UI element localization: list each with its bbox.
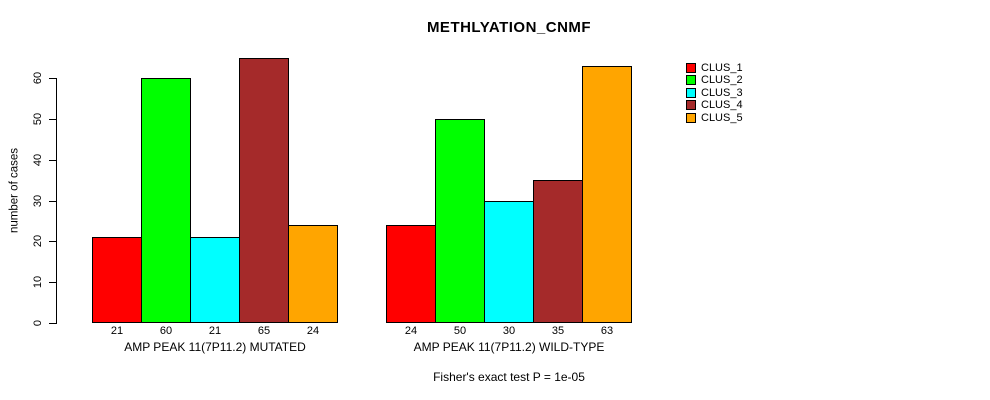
legend-swatch-clus_5: [686, 113, 696, 123]
bar-value-label: 24: [404, 325, 418, 337]
y-tick: [49, 323, 56, 324]
y-tick: [49, 201, 56, 202]
y-tick: [49, 78, 56, 79]
legend-label: CLUS_2: [701, 74, 743, 86]
bar-clus_5-group1: [288, 225, 338, 323]
y-axis-label: number of cases: [8, 148, 21, 234]
bar-clus_3-group2: [484, 201, 534, 323]
y-tick: [49, 241, 56, 242]
y-tick-label: 0: [32, 319, 44, 327]
legend-label: CLUS_4: [701, 99, 743, 111]
y-tick-label: 60: [32, 71, 44, 85]
y-tick: [49, 119, 56, 120]
legend-label: CLUS_3: [701, 87, 743, 99]
y-tick: [49, 160, 56, 161]
legend-swatch-clus_3: [686, 88, 696, 98]
bar-clus_2-group1: [141, 78, 191, 323]
legend-swatch-clus_2: [686, 75, 696, 85]
bar-value-label: 65: [257, 325, 271, 337]
bar-clus_5-group2: [582, 66, 632, 323]
bar-value-label: 21: [110, 325, 124, 337]
bar-value-label: 24: [306, 325, 320, 337]
bar-value-label: 60: [159, 325, 173, 337]
legend-swatch-clus_4: [686, 100, 696, 110]
y-tick-label: 20: [32, 234, 44, 248]
y-tick-label: 30: [32, 194, 44, 208]
bar-clus_2-group2: [435, 119, 485, 323]
bar-value-label: 50: [453, 325, 467, 337]
group-label-mutated: AMP PEAK 11(7P11.2) MUTATED: [124, 340, 306, 354]
bar-clus_1-group2: [386, 225, 436, 323]
y-tick-label: 10: [32, 275, 44, 289]
bar-value-label: 21: [208, 325, 222, 337]
y-tick-label: 50: [32, 112, 44, 126]
bar-value-label: 63: [600, 325, 614, 337]
legend-label: CLUS_5: [701, 112, 743, 124]
legend-label: CLUS_1: [701, 62, 743, 74]
bar-clus_4-group1: [239, 58, 289, 323]
annotation-fisher-test: Fisher's exact test P = 1e-05: [433, 370, 585, 384]
legend-swatch-clus_1: [686, 63, 696, 73]
bar-clus_1-group1: [92, 237, 142, 323]
y-axis-line: [56, 78, 57, 324]
chart-title: METHLYATION_CNMF: [426, 19, 592, 36]
y-tick: [49, 282, 56, 283]
y-tick-label: 40: [32, 153, 44, 167]
group-label-wildtype: AMP PEAK 11(7P11.2) WILD-TYPE: [413, 340, 605, 354]
bar-clus_3-group1: [190, 237, 240, 323]
bar-value-label: 30: [502, 325, 516, 337]
bar-clus_4-group2: [533, 180, 583, 323]
bar-value-label: 35: [551, 325, 565, 337]
